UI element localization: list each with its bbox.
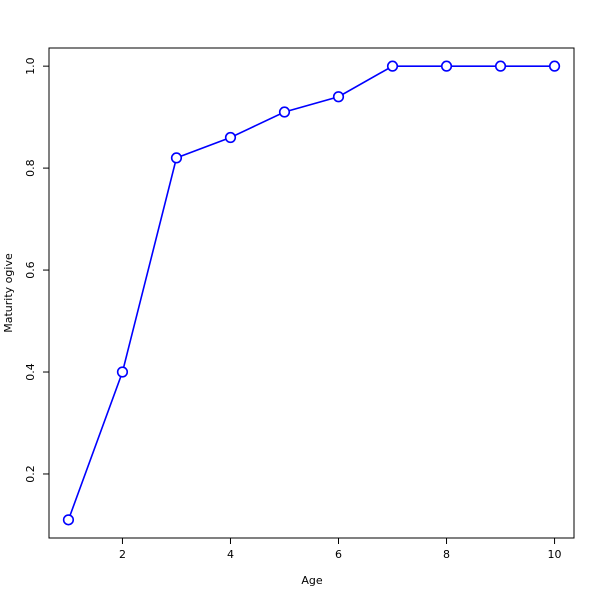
data-point — [332, 91, 345, 103]
x-tick-label: 2 — [119, 548, 126, 561]
plot-frame — [48, 47, 575, 539]
y-axis-label: Maturity ogive — [2, 253, 15, 333]
y-tick-label: 1.0 — [24, 57, 37, 75]
data-point — [116, 366, 129, 378]
series — [62, 60, 561, 526]
data-point — [278, 106, 291, 118]
y-tick-label: 0.8 — [24, 159, 37, 177]
x-tick-label: 10 — [548, 548, 562, 561]
y-tick-label: 0.4 — [24, 363, 37, 381]
data-point — [170, 152, 183, 164]
data-point — [494, 60, 507, 72]
series-line — [67, 65, 555, 521]
data-point — [440, 60, 453, 72]
data-point — [224, 131, 237, 144]
y-axis: 0.2 0.4 0.6 0.8 1.0 — [24, 57, 49, 483]
x-axis: 2 4 6 8 10 — [119, 538, 562, 561]
y-tick-label: 0.2 — [24, 465, 37, 483]
x-axis-label: Age — [301, 574, 323, 587]
data-point — [386, 60, 399, 72]
x-tick-label: 4 — [227, 548, 234, 561]
x-tick-label: 8 — [443, 548, 450, 561]
data-point — [62, 514, 75, 526]
x-tick-label: 6 — [335, 548, 342, 561]
y-tick-label: 0.6 — [24, 261, 37, 279]
data-point — [548, 60, 561, 72]
